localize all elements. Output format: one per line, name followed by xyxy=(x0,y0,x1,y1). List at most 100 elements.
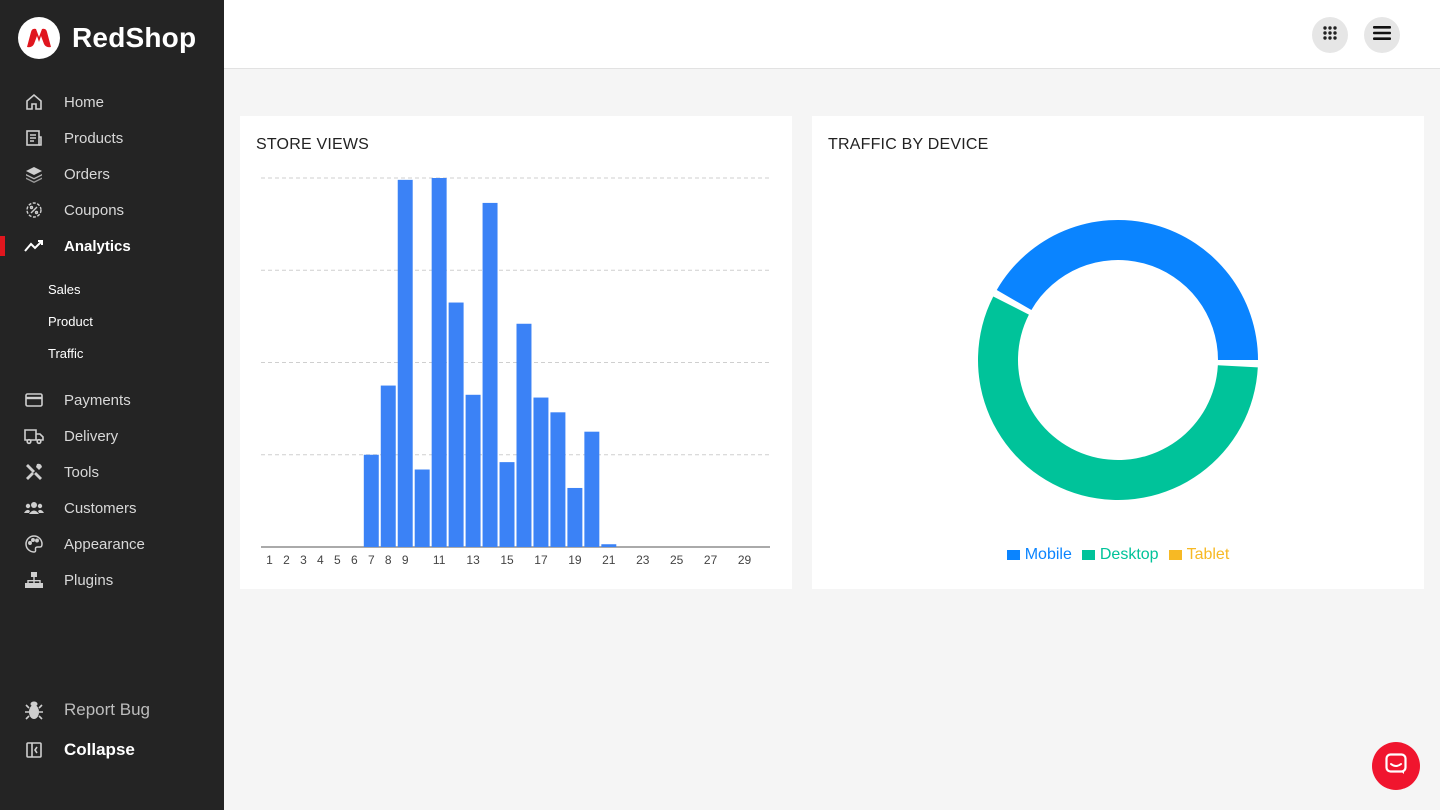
x-tick-label: 5 xyxy=(334,553,341,567)
sidebar-item-label: Delivery xyxy=(64,427,119,445)
logo-icon xyxy=(18,17,60,59)
collapse-label: Collapse xyxy=(64,740,135,759)
sidebar-item-products[interactable]: Products xyxy=(0,120,224,156)
x-tick-label: 27 xyxy=(704,553,718,567)
legend-item-mobile[interactable]: Mobile xyxy=(1006,546,1072,564)
tools-icon xyxy=(24,462,44,482)
sidebar-item-payments[interactable]: Payments xyxy=(0,382,224,418)
legend-swatch-desktop xyxy=(1081,550,1095,560)
sidebar-item-customers[interactable]: Customers xyxy=(0,490,224,526)
brand-name: RedShop xyxy=(72,22,197,53)
x-tick-label: 17 xyxy=(534,553,548,567)
donut-slice-desktop[interactable] xyxy=(978,296,1258,500)
analytics-subnav: Sales Product Traffic xyxy=(0,264,224,382)
bar-day-17[interactable] xyxy=(533,397,549,547)
sidebar-item-label: Analytics xyxy=(64,237,131,255)
sidebar-item-orders[interactable]: Orders xyxy=(0,156,224,192)
sidebar-item-plugins[interactable]: Plugins xyxy=(0,562,224,598)
bar-day-12[interactable] xyxy=(448,302,464,547)
brand[interactable]: RedShop xyxy=(18,16,196,60)
bar-day-21[interactable] xyxy=(601,544,617,547)
bar-day-20[interactable] xyxy=(584,431,600,547)
legend-label-mobile: Mobile xyxy=(1024,546,1072,563)
sidebar-item-label: Tools xyxy=(64,463,100,481)
subnav-item-product[interactable]: Product xyxy=(48,314,93,329)
sidebar-item-label: Customers xyxy=(64,499,137,517)
appearance-icon xyxy=(24,534,44,554)
store-views-card: STORE VIEWS 1 2 3 4 5 6 7 8 9 11 13 15 17 19 21 23 25 27 2… xyxy=(240,116,792,589)
donut-slice-mobile[interactable] xyxy=(996,220,1258,360)
sidebar-item-delivery[interactable]: Delivery xyxy=(0,418,224,454)
legend-item-tablet[interactable]: Tablet xyxy=(1168,546,1230,564)
delivery-icon xyxy=(24,426,44,446)
bar-day-11[interactable] xyxy=(431,178,447,547)
traffic-donut-chart xyxy=(978,220,1258,500)
bar-day-13[interactable] xyxy=(465,394,481,547)
bug-icon xyxy=(24,700,44,720)
report-bug-label: Report Bug xyxy=(64,700,150,719)
active-indicator xyxy=(0,236,5,256)
customers-icon xyxy=(24,498,44,518)
bar-day-8[interactable] xyxy=(380,385,396,547)
sidebar-item-label: Orders xyxy=(64,165,110,183)
coupons-icon xyxy=(24,200,44,220)
x-tick-label: 6 xyxy=(351,553,358,567)
sidebar-item-appearance[interactable]: Appearance xyxy=(0,526,224,562)
legend-label-desktop: Desktop xyxy=(1099,546,1159,563)
apps-button[interactable] xyxy=(1312,17,1348,53)
report-bug-button[interactable]: Report Bug xyxy=(0,690,224,730)
sidebar: RedShop Home Products Orders Coupons xyxy=(0,0,224,810)
sidebar-item-label: Plugins xyxy=(64,571,114,589)
x-tick-label: 21 xyxy=(602,553,616,567)
x-tick-label: 25 xyxy=(670,553,684,567)
legend-item-desktop[interactable]: Desktop xyxy=(1081,546,1159,564)
subnav-item-traffic[interactable]: Traffic xyxy=(48,346,84,361)
sidebar-item-label: Payments xyxy=(64,391,131,409)
menu-button[interactable] xyxy=(1364,17,1400,53)
bar-day-9[interactable] xyxy=(397,179,413,547)
orders-icon xyxy=(24,164,44,184)
collapse-button[interactable]: Collapse xyxy=(0,730,224,770)
bar-day-16[interactable] xyxy=(516,323,532,547)
plugins-icon xyxy=(24,570,44,590)
bar-day-10[interactable] xyxy=(414,469,430,547)
traffic-legend: Mobile Desktop Tablet xyxy=(812,546,1424,564)
products-icon xyxy=(24,128,44,148)
chat-button[interactable] xyxy=(1372,742,1420,790)
sidebar-item-home[interactable]: Home xyxy=(0,84,224,120)
x-tick-label: 7 xyxy=(368,553,375,567)
analytics-icon xyxy=(24,236,44,256)
sidebar-item-coupons[interactable]: Coupons xyxy=(0,192,224,228)
sidebar-item-label: Home xyxy=(64,93,105,111)
x-tick-label: 23 xyxy=(636,553,650,567)
traffic-by-device-card: TRAFFIC BY DEVICE Mobile Desktop Tablet xyxy=(812,116,1424,589)
hamburger-icon xyxy=(1373,25,1391,46)
sidebar-item-tools[interactable]: Tools xyxy=(0,454,224,490)
legend-swatch-mobile xyxy=(1006,550,1020,560)
x-tick-label: 2 xyxy=(283,553,290,567)
x-tick-label: 11 xyxy=(433,553,446,567)
payments-icon xyxy=(24,390,44,410)
legend-swatch-tablet xyxy=(1168,550,1182,560)
x-tick-label: 29 xyxy=(738,553,752,567)
x-tick-label: 15 xyxy=(500,553,514,567)
bar-day-18[interactable] xyxy=(550,412,566,547)
bar-day-14[interactable] xyxy=(482,202,498,547)
sidebar-item-analytics[interactable]: Analytics xyxy=(0,228,224,264)
grid-icon xyxy=(1322,25,1338,46)
x-tick-label: 13 xyxy=(466,553,480,567)
sidebar-item-label: Coupons xyxy=(64,201,125,219)
x-tick-label: 8 xyxy=(385,553,392,567)
store-views-chart: 1 2 3 4 5 6 7 8 9 11 13 15 17 19 21 23 25 27 29 xyxy=(261,177,770,567)
bar-day-7[interactable] xyxy=(363,454,379,547)
x-tick-label: 9 xyxy=(402,553,409,567)
home-icon xyxy=(24,92,44,112)
legend-label-tablet: Tablet xyxy=(1186,546,1230,563)
sidebar-nav: Home Products Orders Coupons Analytic xyxy=(0,84,224,598)
bar-day-15[interactable] xyxy=(499,462,515,547)
top-header xyxy=(224,0,1440,69)
bar-day-19[interactable] xyxy=(567,487,583,547)
store-views-title: STORE VIEWS xyxy=(256,136,370,153)
collapse-icon xyxy=(24,740,44,760)
subnav-item-sales[interactable]: Sales xyxy=(48,282,81,297)
